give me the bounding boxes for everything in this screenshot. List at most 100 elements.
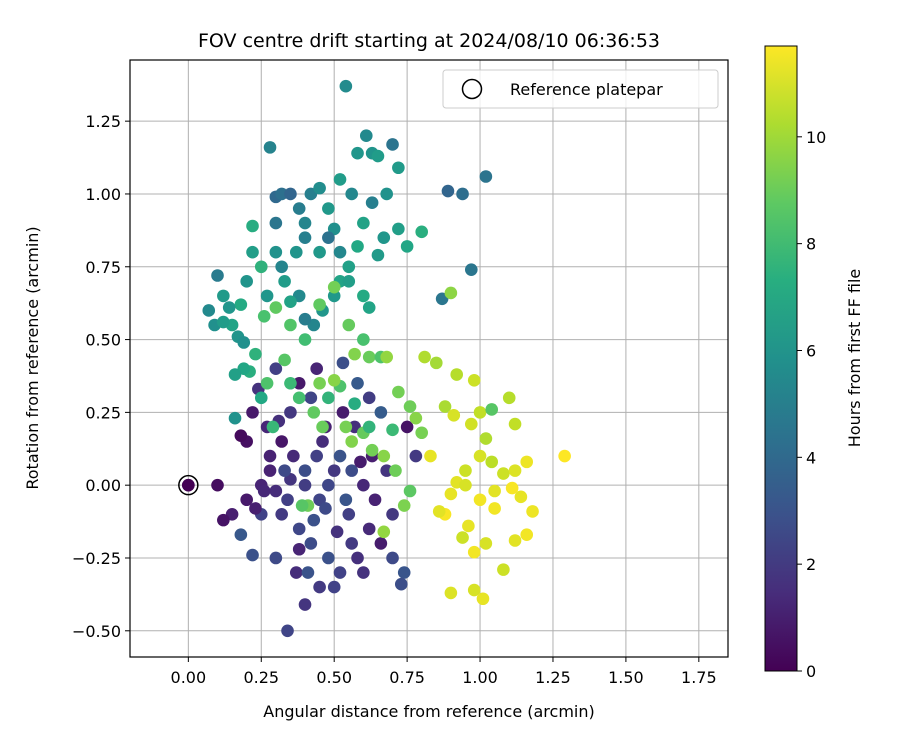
data-point bbox=[234, 298, 248, 311]
data-point bbox=[281, 493, 294, 507]
colorbar-tick-label: 8 bbox=[806, 235, 816, 254]
data-point bbox=[333, 173, 347, 186]
data-point bbox=[418, 350, 431, 364]
x-tick-label: 0.75 bbox=[389, 668, 425, 687]
data-point bbox=[473, 406, 487, 419]
data-point bbox=[348, 397, 361, 410]
data-point bbox=[444, 487, 458, 501]
x-tick-label: 1.75 bbox=[681, 668, 717, 687]
colorbar-ticks: 0 2 4 6 8 10 bbox=[797, 128, 826, 681]
data-point bbox=[260, 376, 274, 390]
colorbar-frame bbox=[764, 45, 798, 672]
data-point bbox=[403, 484, 417, 498]
data-point bbox=[336, 356, 350, 370]
data-point bbox=[429, 356, 443, 370]
data-point bbox=[397, 499, 411, 512]
data-point bbox=[514, 490, 528, 504]
data-point bbox=[357, 478, 370, 492]
x-tick-label: 0.25 bbox=[243, 668, 279, 687]
data-point bbox=[298, 312, 312, 326]
data-point bbox=[292, 376, 306, 390]
data-point bbox=[263, 464, 277, 477]
data-point bbox=[269, 301, 283, 314]
legend-marker-open-circle bbox=[461, 78, 483, 100]
data-point bbox=[371, 149, 385, 163]
data-point bbox=[292, 522, 306, 536]
data-point bbox=[327, 289, 341, 303]
data-point bbox=[278, 353, 291, 367]
data-point bbox=[357, 289, 370, 303]
data-point bbox=[485, 455, 499, 469]
y-tick-label: −0.50 bbox=[72, 622, 121, 641]
data-point bbox=[266, 420, 280, 434]
data-point bbox=[322, 478, 335, 492]
data-point bbox=[444, 586, 458, 600]
axis-ticks: 0.00 0.25 0.50 0.75 1.00 1.25 1.50 1.75 −0.50 −0.… bbox=[72, 112, 717, 687]
data-point bbox=[237, 336, 251, 349]
data-point bbox=[260, 289, 274, 303]
grid bbox=[130, 60, 728, 657]
data-point bbox=[438, 400, 452, 413]
data-point bbox=[409, 449, 423, 463]
data-point bbox=[322, 231, 335, 244]
data-point bbox=[327, 580, 341, 594]
data-point bbox=[359, 129, 373, 143]
data-point bbox=[333, 245, 347, 259]
x-tick-label: 0.00 bbox=[171, 668, 207, 687]
data-point bbox=[357, 333, 370, 346]
data-point bbox=[222, 301, 236, 314]
data-point bbox=[357, 566, 370, 579]
data-point bbox=[400, 240, 414, 253]
data-point bbox=[313, 181, 326, 195]
data-point bbox=[307, 406, 321, 419]
data-point bbox=[289, 566, 303, 579]
data-point bbox=[450, 368, 464, 381]
data-point bbox=[432, 505, 446, 518]
data-point bbox=[476, 592, 490, 606]
data-point bbox=[316, 435, 329, 448]
data-point bbox=[447, 408, 461, 422]
plot-frame bbox=[129, 59, 729, 658]
data-point bbox=[371, 248, 385, 262]
colorbar-tick-label: 10 bbox=[806, 128, 826, 147]
data-point bbox=[354, 455, 367, 469]
data-point bbox=[392, 385, 405, 399]
y-axis-label: Rotation from reference (arcmin) bbox=[23, 226, 42, 489]
data-point bbox=[284, 406, 297, 419]
data-point bbox=[304, 391, 318, 405]
data-point bbox=[339, 493, 353, 507]
data-point bbox=[473, 449, 487, 463]
data-point bbox=[365, 196, 379, 209]
data-point bbox=[275, 435, 288, 448]
data-point bbox=[488, 484, 501, 498]
data-point bbox=[257, 484, 271, 498]
data-point bbox=[459, 464, 472, 477]
data-point bbox=[351, 146, 364, 160]
data-point bbox=[217, 315, 230, 329]
data-point bbox=[289, 245, 303, 259]
data-point bbox=[298, 478, 312, 492]
data-point bbox=[441, 184, 455, 198]
data-point bbox=[284, 318, 297, 332]
colorbar: 0 2 4 6 8 10 Hours from first FF file bbox=[764, 45, 864, 681]
data-point bbox=[246, 406, 259, 419]
data-point bbox=[333, 449, 347, 463]
data-point bbox=[211, 478, 224, 492]
data-point bbox=[269, 245, 283, 259]
data-point bbox=[322, 391, 335, 405]
data-point bbox=[520, 528, 534, 541]
data-point bbox=[351, 240, 364, 253]
data-point bbox=[330, 525, 344, 539]
x-tick-label: 0.50 bbox=[316, 668, 352, 687]
data-point bbox=[269, 362, 283, 375]
data-point bbox=[263, 449, 277, 463]
data-point bbox=[240, 275, 253, 288]
data-point bbox=[348, 347, 361, 361]
data-point bbox=[345, 464, 358, 477]
data-point bbox=[269, 551, 283, 565]
data-point bbox=[380, 187, 394, 201]
data-point bbox=[365, 443, 379, 457]
data-point bbox=[313, 580, 326, 594]
data-point bbox=[368, 493, 382, 507]
x-axis-label: Angular distance from reference (arcmin) bbox=[263, 702, 594, 721]
